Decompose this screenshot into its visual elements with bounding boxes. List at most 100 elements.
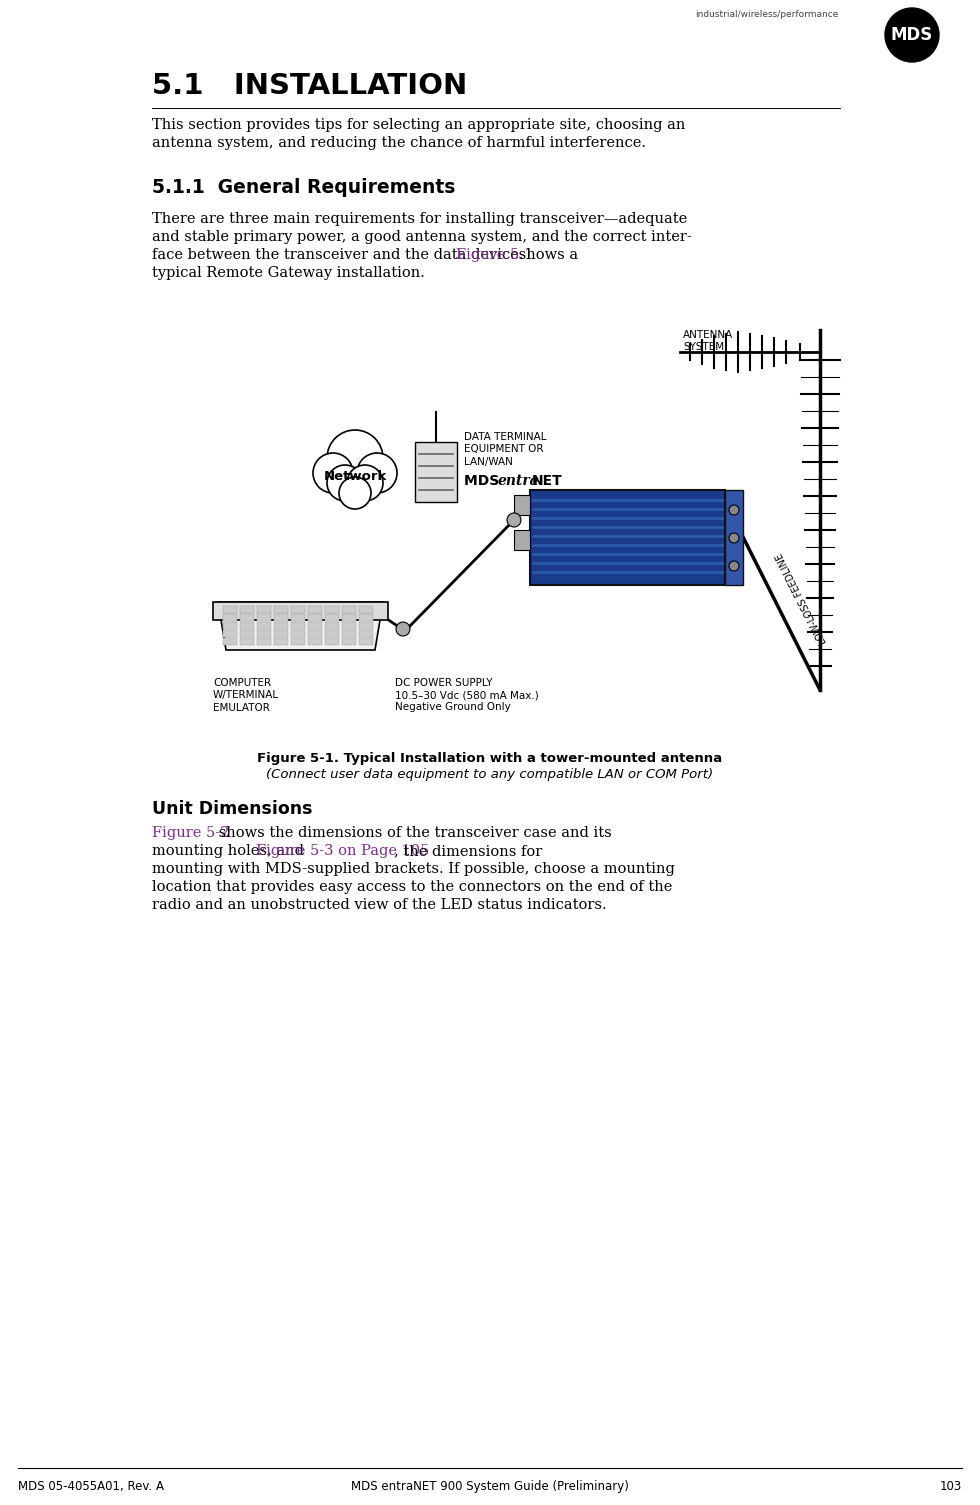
Text: shows a: shows a [514,248,578,262]
Text: shows the dimensions of the transceiver case and its: shows the dimensions of the transceiver … [214,826,612,840]
Text: MDS: MDS [464,474,504,488]
FancyBboxPatch shape [257,605,270,613]
FancyBboxPatch shape [514,530,530,549]
Text: face between the transceiver and the data device.: face between the transceiver and the dat… [152,248,528,262]
FancyBboxPatch shape [222,614,236,620]
Text: MDS: MDS [891,26,933,44]
FancyBboxPatch shape [308,638,321,644]
Text: radio and an unobstructed view of the LED status indicators.: radio and an unobstructed view of the LE… [152,898,607,912]
Text: ANTENNA
SYSTEM: ANTENNA SYSTEM [683,330,733,352]
FancyBboxPatch shape [514,495,530,515]
FancyBboxPatch shape [359,629,372,637]
Text: Figure 5-1. Typical Installation with a tower-mounted antenna: Figure 5-1. Typical Installation with a … [258,752,722,765]
Text: MDS 05-4055A01, Rev. A: MDS 05-4055A01, Rev. A [18,1479,164,1493]
FancyBboxPatch shape [290,605,305,613]
Text: DATA TERMINAL
EQUIPMENT OR
LAN/WAN: DATA TERMINAL EQUIPMENT OR LAN/WAN [464,432,547,467]
Text: 103: 103 [940,1479,962,1493]
Text: COMPUTER
W/TERMINAL
EMULATOR: COMPUTER W/TERMINAL EMULATOR [213,677,279,713]
Text: 5.1   INSTALLATION: 5.1 INSTALLATION [152,72,467,99]
Circle shape [347,465,383,501]
FancyBboxPatch shape [273,629,287,637]
Text: This section provides tips for selecting an appropriate site, choosing an: This section provides tips for selecting… [152,117,685,132]
FancyBboxPatch shape [341,622,356,629]
Text: Unit Dimensions: Unit Dimensions [152,801,313,819]
Circle shape [507,513,521,527]
Text: Network: Network [323,470,387,483]
Circle shape [729,506,739,515]
Text: mounting holes, and: mounting holes, and [152,844,309,858]
FancyBboxPatch shape [273,638,287,644]
FancyBboxPatch shape [324,629,338,637]
Circle shape [729,533,739,543]
FancyBboxPatch shape [239,614,254,620]
FancyBboxPatch shape [257,622,270,629]
FancyBboxPatch shape [290,622,305,629]
FancyBboxPatch shape [341,614,356,620]
Polygon shape [218,602,383,650]
FancyBboxPatch shape [239,629,254,637]
Circle shape [327,430,383,486]
FancyBboxPatch shape [222,638,236,644]
FancyBboxPatch shape [273,622,287,629]
FancyBboxPatch shape [324,638,338,644]
FancyBboxPatch shape [324,622,338,629]
Text: DC POWER SUPPLY: DC POWER SUPPLY [395,677,493,688]
FancyBboxPatch shape [341,605,356,613]
Text: typical Remote Gateway installation.: typical Remote Gateway installation. [152,266,425,280]
Text: Negative Ground Only: Negative Ground Only [395,701,511,712]
FancyBboxPatch shape [308,629,321,637]
FancyBboxPatch shape [359,622,372,629]
Text: , the dimensions for: , the dimensions for [394,844,542,858]
Text: There are three main requirements for installing transceiver—adequate: There are three main requirements for in… [152,212,687,226]
FancyBboxPatch shape [257,638,270,644]
FancyBboxPatch shape [308,614,321,620]
Text: LOW-LOSS FEEDLINE: LOW-LOSS FEEDLINE [774,551,829,646]
Circle shape [357,453,397,494]
FancyBboxPatch shape [222,622,236,629]
Text: Figure 5-1: Figure 5-1 [456,248,533,262]
FancyBboxPatch shape [359,638,372,644]
FancyBboxPatch shape [359,605,372,613]
FancyBboxPatch shape [308,605,321,613]
Text: and stable primary power, a good antenna system, and the correct inter-: and stable primary power, a good antenna… [152,230,692,244]
Text: antenna system, and reducing the chance of harmful interference.: antenna system, and reducing the chance … [152,135,646,150]
FancyBboxPatch shape [290,629,305,637]
Circle shape [313,453,353,494]
FancyBboxPatch shape [222,605,236,613]
FancyBboxPatch shape [341,629,356,637]
Text: MDS entraNET 900 System Guide (Preliminary): MDS entraNET 900 System Guide (Prelimina… [351,1479,629,1493]
FancyBboxPatch shape [359,614,372,620]
FancyBboxPatch shape [257,614,270,620]
Circle shape [339,477,371,509]
FancyBboxPatch shape [530,491,725,585]
Text: industrial/wireless/performance: industrial/wireless/performance [695,11,838,20]
Text: entra: entra [498,474,540,488]
FancyBboxPatch shape [222,629,236,637]
Circle shape [729,561,739,570]
FancyBboxPatch shape [273,605,287,613]
FancyBboxPatch shape [213,602,388,620]
Text: NET: NET [532,474,563,488]
FancyBboxPatch shape [239,638,254,644]
Text: location that provides easy access to the connectors on the end of the: location that provides easy access to th… [152,880,672,894]
Text: 5.1.1  General Requirements: 5.1.1 General Requirements [152,178,456,197]
FancyBboxPatch shape [290,614,305,620]
FancyBboxPatch shape [324,614,338,620]
Text: 10.5–30 Vdc (580 mA Max.): 10.5–30 Vdc (580 mA Max.) [395,689,539,700]
Text: mounting with MDS-supplied brackets. If possible, choose a mounting: mounting with MDS-supplied brackets. If … [152,862,675,876]
FancyBboxPatch shape [239,605,254,613]
Text: Figure 5-2: Figure 5-2 [152,826,229,840]
FancyBboxPatch shape [725,491,743,585]
Circle shape [327,465,363,501]
Circle shape [885,8,939,62]
Text: (Connect user data equipment to any compatible LAN or COM Port): (Connect user data equipment to any comp… [267,768,713,781]
Circle shape [396,622,410,637]
FancyBboxPatch shape [324,605,338,613]
FancyBboxPatch shape [290,638,305,644]
FancyBboxPatch shape [308,622,321,629]
FancyBboxPatch shape [341,638,356,644]
FancyBboxPatch shape [273,614,287,620]
FancyBboxPatch shape [239,622,254,629]
FancyBboxPatch shape [257,629,270,637]
FancyBboxPatch shape [415,442,457,503]
